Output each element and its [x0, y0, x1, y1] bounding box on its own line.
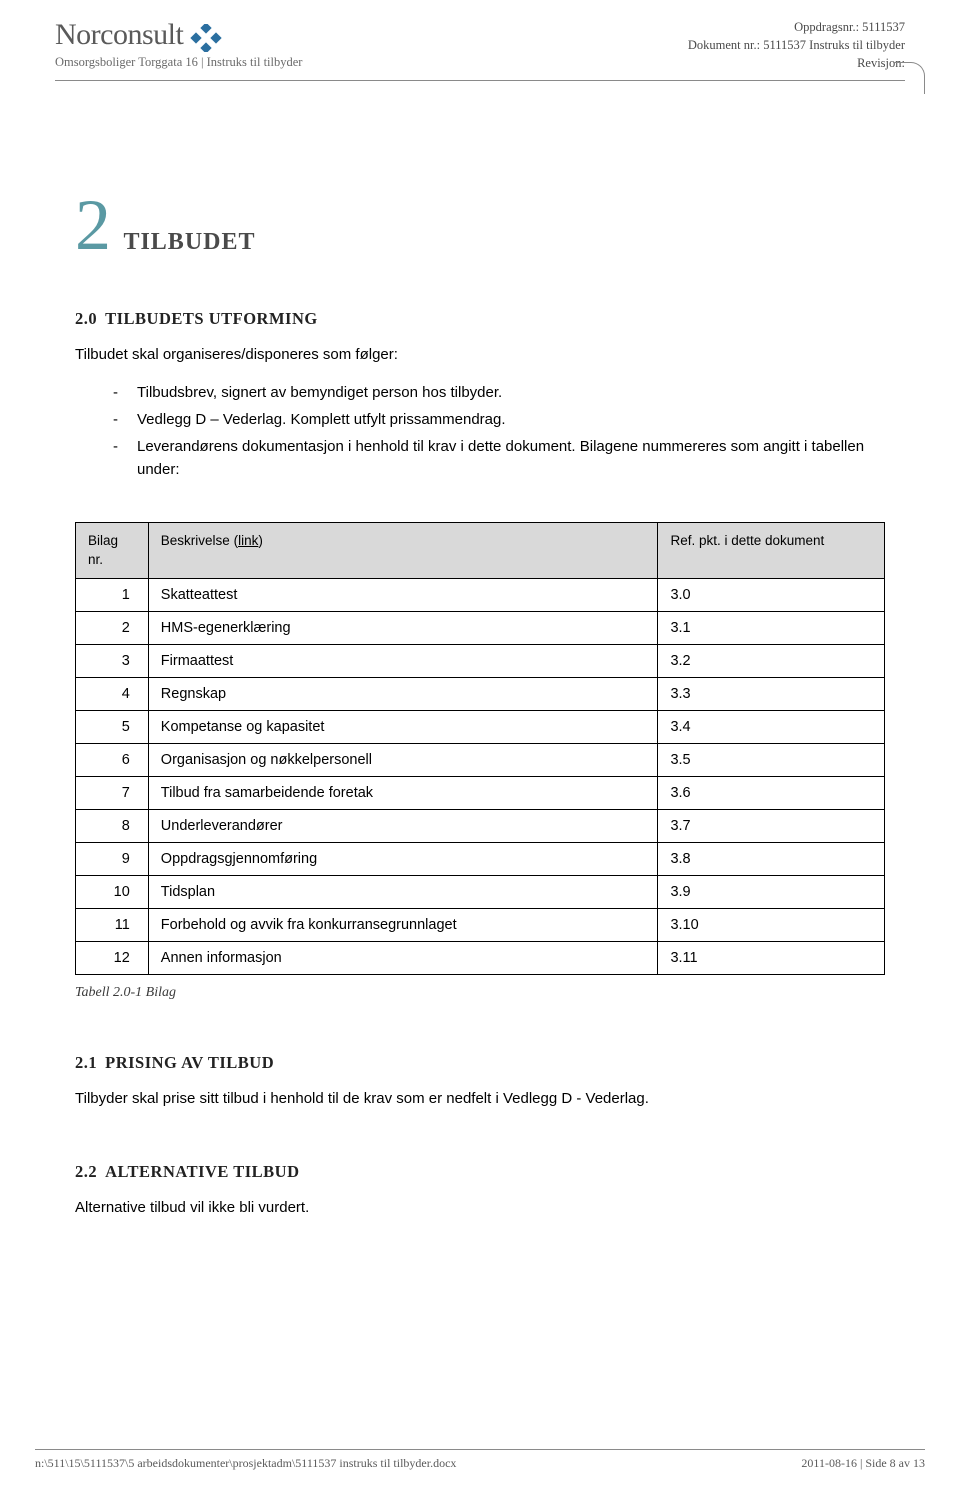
cell-ref: 3.0	[658, 578, 885, 611]
meta-line-2: Dokument nr.: 5111537 Instruks til tilby…	[688, 36, 905, 54]
document-footer: n:\511\15\5111537\5 arbeidsdokumenter\pr…	[0, 1449, 960, 1471]
section-heading: 2.2 ALTERNATIVE TILBUD	[75, 1162, 885, 1182]
cell-ref: 3.5	[658, 743, 885, 776]
table-row: 3Firmaattest3.2	[76, 644, 885, 677]
col-header-nr: Bilag nr.	[76, 522, 149, 578]
table-row: 11Forbehold og avvik fra konkurransegrun…	[76, 908, 885, 941]
meta-line-1: Oppdragsnr.: 5111537	[688, 18, 905, 36]
table-row: 8Underleverandører3.7	[76, 809, 885, 842]
section-2-2: 2.2 ALTERNATIVE TILBUD Alternative tilbud…	[75, 1162, 885, 1219]
cell-desc: Skatteattest	[148, 578, 658, 611]
cell-nr: 3	[76, 644, 149, 677]
col-header-ref: Ref. pkt. i dette dokument	[658, 522, 885, 578]
cell-ref: 3.9	[658, 875, 885, 908]
chapter-number: 2	[75, 184, 111, 267]
chapter-title: TILBUDET	[123, 229, 255, 256]
document-header: Norconsult Omsorgsboliger Torggata 16 | …	[55, 18, 905, 74]
header-meta: Oppdragsnr.: 5111537 Dokument nr.: 51115…	[688, 18, 905, 72]
footer-page-info: 2011-08-16 | Side 8 av 13	[801, 1456, 925, 1471]
cell-desc: Tilbud fra samarbeidende foretak	[148, 776, 658, 809]
section-body: Tilbyder skal prise sitt tilbud i henhol…	[75, 1087, 885, 1110]
cell-ref: 3.7	[658, 809, 885, 842]
footer-divider	[35, 1449, 925, 1450]
cell-nr: 12	[76, 941, 149, 974]
cell-desc: Underleverandører	[148, 809, 658, 842]
cell-nr: 11	[76, 908, 149, 941]
bullet-item: Vedlegg D – Vederlag. Komplett utfylt pr…	[113, 408, 885, 431]
logo-icon	[189, 18, 223, 57]
table-row: 7Tilbud fra samarbeidende foretak3.6	[76, 776, 885, 809]
chapter-heading: 2 TILBUDET	[75, 184, 885, 267]
cell-desc: Firmaattest	[148, 644, 658, 677]
cell-nr: 6	[76, 743, 149, 776]
section-number: 2.2	[75, 1162, 97, 1181]
corner-ornament	[893, 62, 925, 94]
cell-desc: HMS-egenerklæring	[148, 611, 658, 644]
cell-ref: 3.4	[658, 710, 885, 743]
section-body: Alternative tilbud vil ikke bli vurdert.	[75, 1196, 885, 1219]
cell-ref: 3.6	[658, 776, 885, 809]
section-2-0: 2.0 TILBUDETS UTFORMING Tilbudet skal org…	[75, 309, 885, 1000]
table-row: 2HMS-egenerklæring3.1	[76, 611, 885, 644]
cell-desc: Oppdragsgjennomføring	[148, 842, 658, 875]
table-header-row: Bilag nr. Beskrivelse (link) Ref. pkt. i…	[76, 522, 885, 578]
cell-desc: Forbehold og avvik fra konkurransegrunnl…	[148, 908, 658, 941]
table-row: 5Kompetanse og kapasitet3.4	[76, 710, 885, 743]
cell-ref: 3.2	[658, 644, 885, 677]
table-row: 12Annen informasjon3.11	[76, 941, 885, 974]
bullet-item: Tilbudsbrev, signert av bemyndiget perso…	[113, 381, 885, 404]
cell-nr: 4	[76, 677, 149, 710]
cell-ref: 3.10	[658, 908, 885, 941]
section-number: 2.1	[75, 1053, 97, 1072]
table-caption: Tabell 2.0-1 Bilag	[75, 985, 885, 1001]
logo-block: Norconsult	[55, 18, 302, 57]
cell-ref: 3.8	[658, 842, 885, 875]
bullet-list: Tilbudsbrev, signert av bemyndiget perso…	[75, 381, 885, 482]
cell-nr: 10	[76, 875, 149, 908]
cell-ref: 3.3	[658, 677, 885, 710]
col-header-desc: Beskrivelse (link)	[148, 522, 658, 578]
table-row: 6Organisasjon og nøkkelpersonell3.5	[76, 743, 885, 776]
meta-line-3: Revisjon:	[688, 54, 905, 72]
bullet-item: Leverandørens dokumentasjon i henhold ti…	[113, 435, 885, 482]
bilag-table: Bilag nr. Beskrivelse (link) Ref. pkt. i…	[75, 522, 885, 975]
cell-nr: 7	[76, 776, 149, 809]
cell-desc: Annen informasjon	[148, 941, 658, 974]
cell-nr: 5	[76, 710, 149, 743]
header-subtitle: Omsorgsboliger Torggata 16 | Instruks ti…	[55, 55, 302, 70]
cell-desc: Organisasjon og nøkkelpersonell	[148, 743, 658, 776]
cell-nr: 8	[76, 809, 149, 842]
cell-nr: 2	[76, 611, 149, 644]
section-heading: 2.0 TILBUDETS UTFORMING	[75, 309, 885, 329]
cell-desc: Tidsplan	[148, 875, 658, 908]
section-2-1: 2.1 PRISING AV TILBUD Tilbyder skal prise…	[75, 1053, 885, 1110]
cell-desc: Kompetanse og kapasitet	[148, 710, 658, 743]
cell-ref: 3.1	[658, 611, 885, 644]
logo-text: Norconsult	[55, 18, 183, 52]
section-title: PRISING AV TILBUD	[105, 1053, 274, 1072]
section-title: ALTERNATIVE TILBUD	[105, 1162, 299, 1181]
table-row: 10Tidsplan3.9	[76, 875, 885, 908]
table-row: 1Skatteattest3.0	[76, 578, 885, 611]
section-number: 2.0	[75, 309, 97, 328]
table-row: 9Oppdragsgjennomføring3.8	[76, 842, 885, 875]
footer-path: n:\511\15\5111537\5 arbeidsdokumenter\pr…	[35, 1456, 456, 1471]
cell-nr: 9	[76, 842, 149, 875]
section-heading: 2.1 PRISING AV TILBUD	[75, 1053, 885, 1073]
section-title: TILBUDETS UTFORMING	[105, 309, 318, 328]
cell-desc: Regnskap	[148, 677, 658, 710]
section-intro: Tilbudet skal organiseres/disponeres som…	[75, 343, 885, 366]
table-row: 4Regnskap3.3	[76, 677, 885, 710]
cell-nr: 1	[76, 578, 149, 611]
cell-ref: 3.11	[658, 941, 885, 974]
